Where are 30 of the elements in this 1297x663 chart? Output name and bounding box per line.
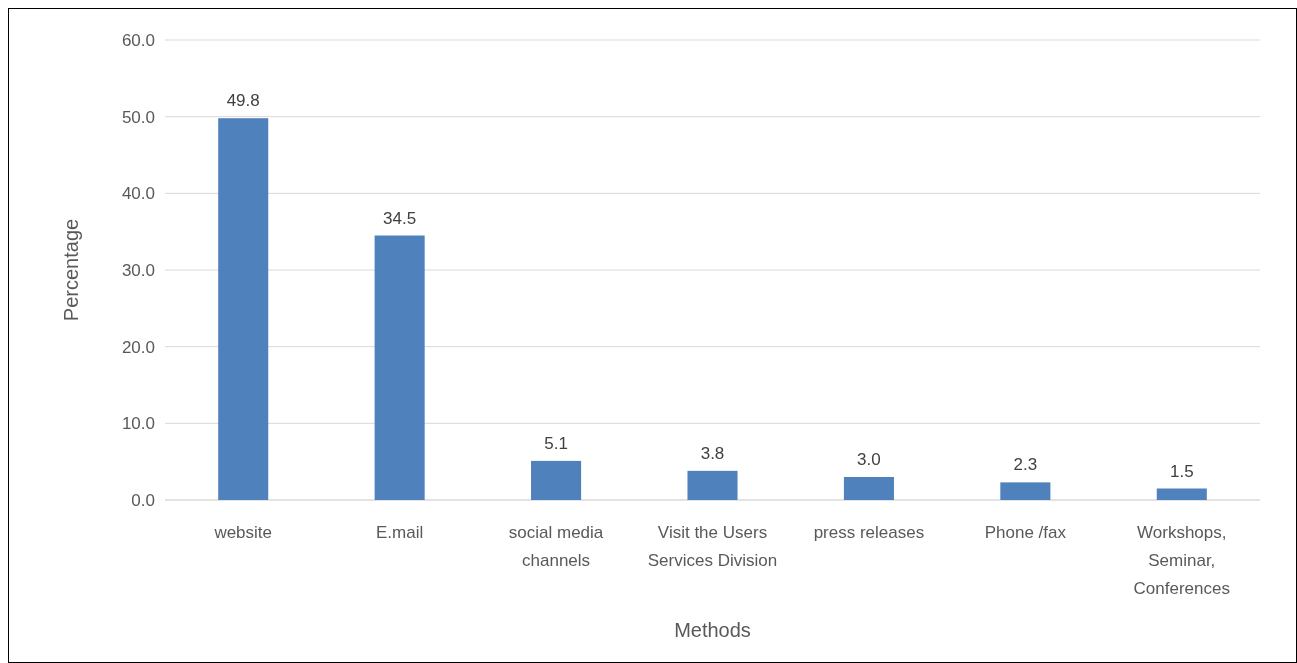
y-tick-label: 0.0 (131, 490, 155, 510)
bar (1156, 488, 1207, 500)
y-tick-label: 40.0 (121, 184, 155, 204)
y-tick-label: 50.0 (121, 107, 155, 127)
bar (687, 470, 738, 500)
data-label: 3.0 (857, 450, 881, 469)
x-tick-label: E.mail (376, 523, 424, 542)
x-tick-label: social media channels (508, 523, 604, 570)
y-tick-label: 60.0 (121, 30, 155, 50)
bar (531, 460, 582, 500)
x-tick-label: press releases (813, 523, 925, 542)
bar (843, 477, 894, 500)
y-tick-label: 20.0 (121, 337, 155, 357)
data-label: 5.1 (544, 433, 568, 453)
bar (218, 118, 269, 500)
x-tick-label: Visit the Users Services Division (647, 523, 778, 570)
data-label: 34.5 (383, 208, 417, 228)
data-label: 3.8 (700, 443, 725, 463)
data-label: 1.5 (1169, 461, 1194, 481)
y-tick-label: 30.0 (121, 260, 155, 280)
data-label: 49.8 (226, 91, 260, 111)
bar (1000, 482, 1051, 500)
x-tick-label: Workshops, Seminar, Conferences (1133, 523, 1230, 598)
y-axis-title: Percentage (60, 218, 82, 322)
data-label: 2.3 (1013, 455, 1038, 475)
x-axis-title: Methods (674, 619, 751, 641)
bar (374, 235, 425, 500)
y-tick-label: 10.0 (121, 414, 155, 434)
x-tick-label: Phone /fax (984, 523, 1067, 542)
x-tick-label: website (213, 523, 273, 542)
